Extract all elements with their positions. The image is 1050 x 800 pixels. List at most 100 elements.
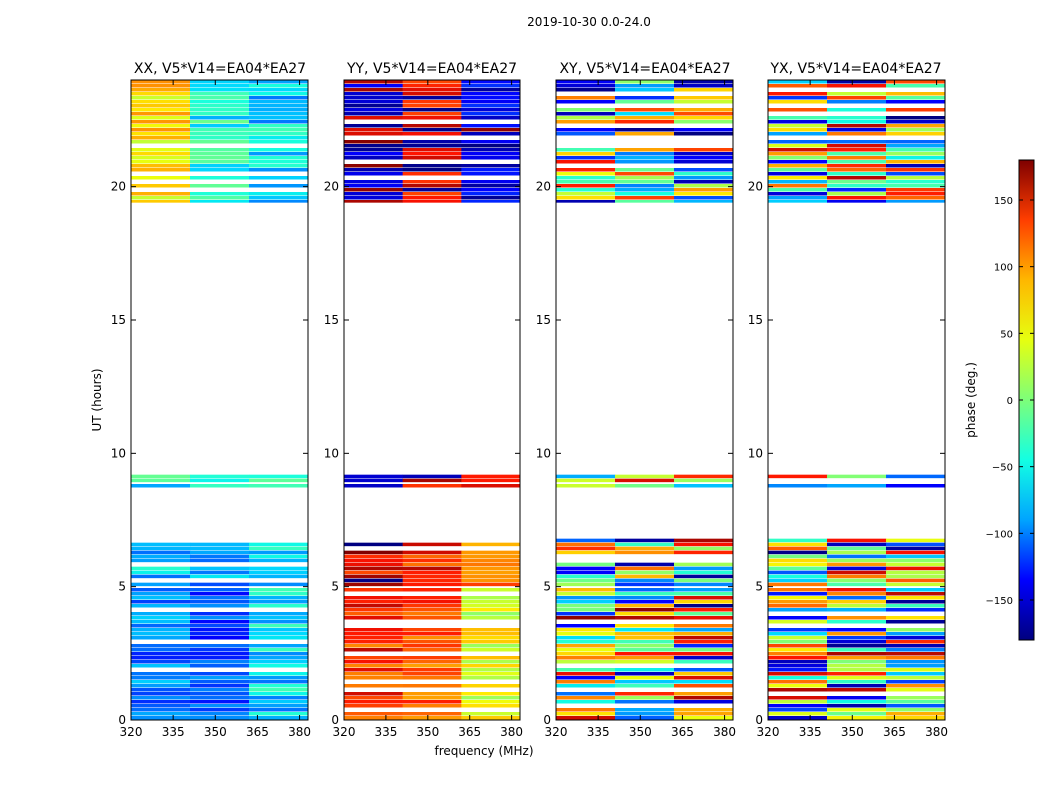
- x-tick-label: 365: [246, 725, 269, 739]
- heatmap-cell: [249, 566, 309, 571]
- heatmap-cell: [131, 692, 191, 696]
- heatmap-cell: [402, 656, 462, 660]
- heatmap-cell: [556, 716, 616, 720]
- heatmap-cell: [768, 608, 828, 612]
- heatmap-cell: [402, 80, 462, 84]
- heatmap-cell: [249, 132, 309, 136]
- heatmap-cell: [344, 196, 403, 200]
- x-tick-label: 320: [120, 725, 143, 739]
- heatmap-cell: [827, 600, 887, 604]
- heatmap-cell: [674, 148, 734, 152]
- heatmap-cell: [827, 176, 887, 180]
- heatmap-cell: [827, 144, 887, 148]
- heatmap-cell: [674, 120, 734, 124]
- heatmap-cell: [249, 164, 309, 168]
- heatmap-cell: [190, 644, 250, 648]
- heatmap-cell: [615, 120, 675, 124]
- heatmap-cell: [402, 554, 462, 559]
- heatmap-cell: [131, 656, 191, 660]
- heatmap-cell: [461, 80, 521, 84]
- heatmap-cell: [615, 588, 675, 592]
- heatmap-cell: [615, 80, 675, 84]
- heatmap-cell: [402, 612, 462, 616]
- y-tick-label: 10: [748, 446, 763, 460]
- heatmap-cell: [190, 176, 250, 180]
- heatmap-cell: [131, 542, 191, 547]
- panel-title-yy: YY, V5*V14=EA04*EA27: [346, 61, 517, 77]
- heatmap-cell: [461, 588, 521, 592]
- heatmap-cell: [402, 108, 462, 112]
- heatmap-cell: [827, 684, 887, 688]
- heatmap-cell: [886, 100, 946, 104]
- heatmap-cell: [827, 704, 887, 708]
- y-tick-label: 10: [536, 446, 551, 460]
- heatmap-cell: [827, 92, 887, 96]
- heatmap-cell: [886, 648, 946, 652]
- heatmap-cell: [461, 648, 521, 652]
- heatmap-cell: [768, 180, 828, 184]
- heatmap-cell: [344, 474, 403, 479]
- heatmap-cell: [249, 676, 309, 680]
- heatmap-cell: [768, 716, 828, 720]
- heatmap-cell: [461, 672, 521, 676]
- heatmap-cell: [615, 112, 675, 116]
- heatmap-cell: [886, 180, 946, 184]
- heatmap-cell: [768, 684, 828, 688]
- heatmap-cell: [556, 582, 616, 587]
- heatmap-cell: [674, 684, 734, 688]
- heatmap-cell: [886, 200, 946, 203]
- heatmap-cell: [615, 176, 675, 180]
- heatmap-cell: [344, 84, 403, 88]
- heatmap-cell: [556, 562, 616, 567]
- y-tick-label: 0: [543, 713, 551, 727]
- heatmap-cell: [249, 612, 309, 616]
- heatmap-cell: [827, 640, 887, 644]
- heatmap-cell: [674, 700, 734, 704]
- heatmap-cell: [249, 708, 309, 712]
- heatmap-cell: [556, 108, 616, 112]
- y-tick-label: 10: [111, 446, 126, 460]
- heatmap-cell: [249, 474, 309, 479]
- heatmap-cell: [461, 180, 521, 184]
- heatmap-cell: [249, 672, 309, 676]
- heatmap-cell: [827, 484, 887, 488]
- heatmap-cell: [249, 604, 309, 608]
- heatmap-cell: [674, 628, 734, 632]
- heatmap-cell: [131, 200, 191, 203]
- heatmap-cell: [131, 148, 191, 152]
- heatmap-cell: [131, 156, 191, 160]
- heatmap-cell: [768, 696, 828, 700]
- heatmap-cell: [190, 680, 250, 684]
- heatmap-cell: [674, 616, 734, 620]
- heatmap-cell: [556, 120, 616, 124]
- heatmap-cell: [886, 140, 946, 144]
- heatmap-cell: [190, 88, 250, 92]
- heatmap-cell: [768, 600, 828, 604]
- heatmap-cell: [674, 160, 734, 164]
- heatmap-cell: [190, 168, 250, 172]
- heatmap-cell: [344, 632, 403, 636]
- heatmap-yy: [344, 80, 521, 720]
- heatmap-cell: [402, 664, 462, 668]
- heatmap-cell: [556, 200, 616, 203]
- panel-frame-xy: [555, 79, 734, 721]
- heatmap-cell: [190, 100, 250, 104]
- heatmap-cell: [402, 188, 462, 192]
- heatmap-cell: [249, 88, 309, 92]
- heatmap-cell: [344, 582, 403, 587]
- heatmap-cell: [556, 88, 616, 92]
- heatmap-cell: [768, 596, 828, 600]
- heatmap-cell: [615, 652, 675, 656]
- heatmap-cell: [402, 180, 462, 184]
- x-tick-label: 320: [545, 725, 568, 739]
- heatmap-cell: [556, 644, 616, 648]
- x-ticks-xy: 320 335 350 365 380: [545, 80, 736, 739]
- heatmap-cell: [768, 582, 828, 587]
- heatmap-cell: [249, 656, 309, 660]
- heatmap-cell: [249, 688, 309, 692]
- heatmap-cell: [674, 550, 734, 555]
- heatmap-cell: [249, 582, 309, 587]
- heatmap-cell: [886, 176, 946, 180]
- panel-title-xy: XY, V5*V14=EA04*EA27: [559, 61, 730, 77]
- heatmap-cell: [131, 112, 191, 116]
